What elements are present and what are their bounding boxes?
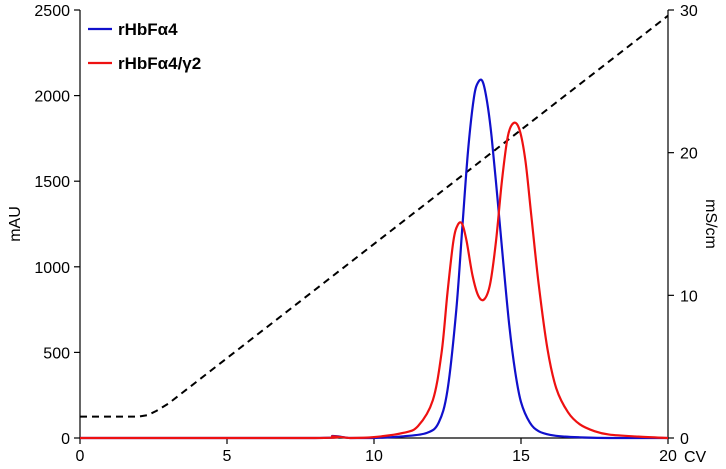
series-line-0 xyxy=(79,78,668,440)
y-axis-title: mAU xyxy=(7,206,24,242)
x-tick-label: 5 xyxy=(223,448,232,465)
conductivity-series-line xyxy=(80,14,669,418)
x-tick-label: 15 xyxy=(512,448,530,465)
axes xyxy=(79,10,669,439)
y2-axis-title: mS/cm xyxy=(702,199,719,249)
x-tick-label: 10 xyxy=(365,448,383,465)
y-tick-label: 2500 xyxy=(34,3,70,20)
y-tick-label: 2000 xyxy=(34,89,70,106)
x-axis-title: CV xyxy=(684,449,707,466)
y-tick-label: 1000 xyxy=(34,260,70,277)
y-tick-label: 0 xyxy=(61,431,70,448)
x-tick-label: 0 xyxy=(76,448,85,465)
y2-tick-label: 0 xyxy=(680,431,689,448)
legend-label-rhbfa4: rHbFα4 xyxy=(118,20,178,39)
y2-tick-label: 20 xyxy=(680,146,698,163)
y2-tick-label: 10 xyxy=(680,288,698,305)
y-tick-label: 1500 xyxy=(34,174,70,191)
y2-tick-label: 30 xyxy=(680,3,698,20)
x-tick-label: 20 xyxy=(659,448,677,465)
legend-label-rhbfa4-g2: rHbFα4/γ2 xyxy=(118,54,201,73)
legend: rHbFα4 rHbFα4/γ2 xyxy=(88,20,201,73)
series-line-1 xyxy=(79,121,669,440)
y-tick-label: 500 xyxy=(43,345,70,362)
series-layer xyxy=(79,14,669,440)
